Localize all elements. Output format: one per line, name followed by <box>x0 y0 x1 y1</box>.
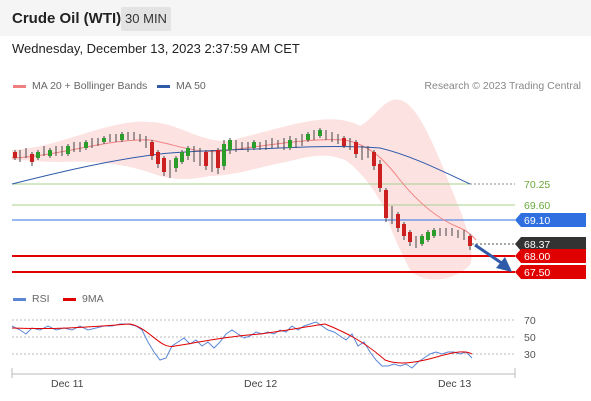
level-label-67-50: 67.50 <box>524 267 550 279</box>
price-candles <box>13 128 472 250</box>
level-label-70-25: 70.25 <box>524 179 550 191</box>
research-credit: Research © 2023 Trading Central <box>424 80 581 92</box>
legend-ma50: MA 50 <box>157 80 206 92</box>
level-label-68-00: 68.00 <box>524 251 550 263</box>
level-tag-68-37 <box>515 237 586 251</box>
ma9-swatch-icon <box>63 297 76 301</box>
level-tag-69-10 <box>515 213 586 227</box>
level-tag-67-50 <box>515 265 586 279</box>
ma20-swatch-icon <box>13 84 26 88</box>
legend-ma20: MA 20 + Bollinger Bands <box>13 80 147 92</box>
x-tick-dec-12: Dec 12 <box>244 378 277 390</box>
level-tag-68-00 <box>515 249 586 263</box>
rsi-tick-70: 70 <box>524 315 536 327</box>
legend-ma50-label: MA 50 <box>176 80 206 92</box>
legend-ma20-label: MA 20 + Bollinger Bands <box>32 80 148 92</box>
ma50-line <box>11 146 471 185</box>
x-tick-dec-11: Dec 11 <box>51 378 84 390</box>
bollinger-band <box>12 99 472 280</box>
legend-rsi: RSI <box>13 293 50 305</box>
rsi-panel <box>11 319 515 369</box>
instrument-title: Crude Oil (WTI) <box>12 10 122 27</box>
rsi-tick-50: 50 <box>524 332 536 344</box>
legend-9ma-label: 9MA <box>82 293 104 305</box>
chart-header: Crude Oil (WTI) 30 MIN <box>0 0 591 36</box>
level-label-69-60: 69.60 <box>524 200 550 212</box>
legend-rsi-label: RSI <box>32 293 50 305</box>
level-label-69-10: 69.10 <box>524 215 550 227</box>
ma9-line <box>11 323 473 364</box>
timeframe-button[interactable]: 30 MIN <box>121 7 171 31</box>
chart-datetime: Wednesday, December 13, 2023 2:37:59 AM … <box>12 41 300 56</box>
rsi-swatch-icon <box>13 297 26 301</box>
forecast-arrow-icon <box>474 243 512 272</box>
rsi-tick-30: 30 <box>524 349 536 361</box>
ma50-swatch-icon <box>157 84 170 88</box>
legend-9ma: 9MA <box>63 293 104 305</box>
level-label-68-37: 68.37 <box>524 239 550 251</box>
ma20-line <box>11 139 477 241</box>
x-tick-dec-13: Dec 13 <box>438 378 471 390</box>
rsi-line <box>11 321 473 369</box>
